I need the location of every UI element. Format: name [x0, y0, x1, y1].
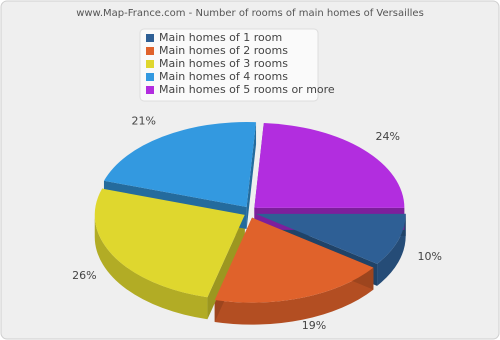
pie-slice	[94, 188, 245, 298]
slice-side	[214, 267, 374, 325]
pie-slice	[255, 213, 406, 264]
pie-slice	[254, 123, 405, 208]
data-label: 24%	[376, 130, 400, 143]
data-label: 19%	[302, 319, 326, 332]
legend	[139, 28, 319, 102]
legend-swatch	[146, 34, 154, 42]
legend-swatch	[146, 60, 154, 68]
legend-label: Main homes of 4 rooms	[159, 70, 288, 83]
slice-side	[246, 122, 257, 230]
legend-label: Main homes of 3 rooms	[159, 57, 288, 70]
pie-slice	[103, 122, 257, 208]
legend-label: Main homes of 2 rooms	[159, 44, 288, 57]
legend-swatch	[146, 86, 154, 94]
data-label: 26%	[72, 269, 96, 282]
data-label: 21%	[132, 114, 156, 127]
slice-side	[377, 213, 406, 286]
legend-swatch	[146, 47, 154, 55]
legend-label: Main homes of 5 rooms or more	[159, 83, 335, 96]
legend-label: Main homes of 1 room	[159, 31, 282, 44]
chart-title: www.Map-France.com - Number of rooms of …	[76, 8, 424, 19]
pie-slice	[214, 217, 374, 303]
data-label: 10%	[418, 250, 442, 263]
legend-swatch	[146, 73, 154, 81]
slice-side	[207, 214, 245, 320]
slice-side	[94, 214, 208, 320]
